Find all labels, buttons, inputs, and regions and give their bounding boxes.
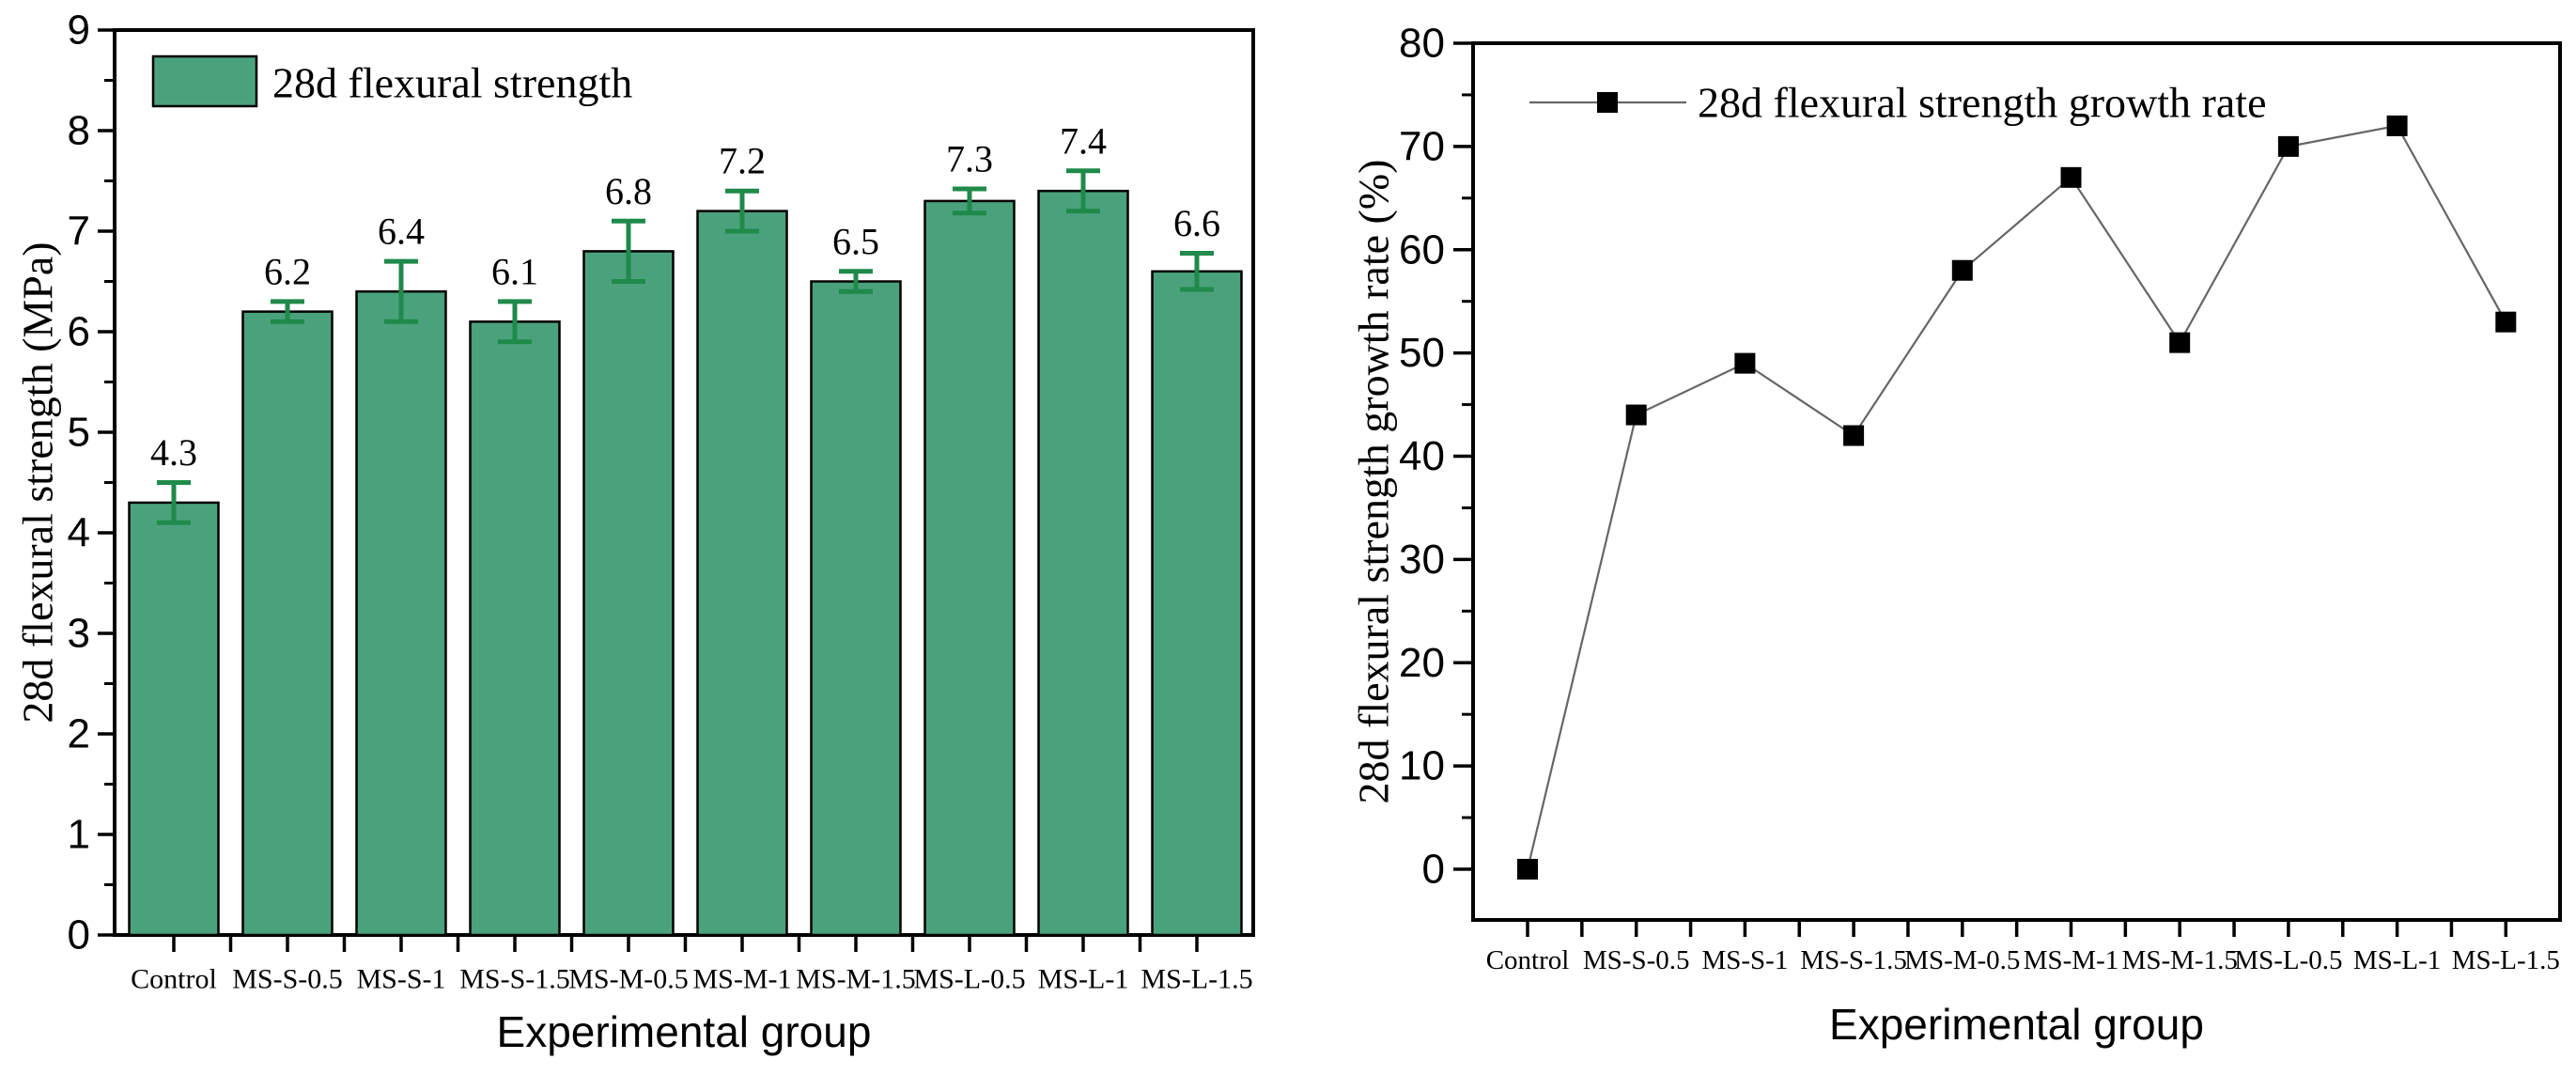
x-category-label: MS-L-1 bbox=[1038, 964, 1129, 995]
legend-swatch bbox=[151, 55, 258, 108]
y-tick-label: 20 bbox=[1399, 640, 1445, 686]
bar-value-label: 6.2 bbox=[264, 250, 311, 292]
line-plot-frame bbox=[1471, 41, 2562, 922]
data-point-Control bbox=[1517, 859, 1538, 880]
x-axis-title: Experimental group bbox=[497, 1007, 872, 1056]
bar-MS-S-1 bbox=[355, 289, 447, 937]
bar-value-label: 6.6 bbox=[1173, 202, 1220, 244]
data-point-MS-M-0.5 bbox=[1951, 259, 1973, 281]
data-point-MS-M-1.5 bbox=[2169, 332, 2191, 353]
x-category-label: MS-S-1 bbox=[1701, 945, 1788, 975]
x-category-label: MS-M-1 bbox=[692, 964, 791, 995]
x-category-label: MS-L-1.5 bbox=[2452, 945, 2560, 975]
bar-MS-M-1.5 bbox=[810, 280, 902, 937]
x-category-label: MS-L-1.5 bbox=[1141, 964, 1252, 995]
y-tick-label: 9 bbox=[68, 8, 90, 54]
bar-MS-S-1.5 bbox=[469, 320, 561, 937]
bar-value-label: 7.2 bbox=[719, 140, 766, 182]
x-category-label: MS-S-0.5 bbox=[232, 964, 343, 995]
x-category-label: MS-M-1.5 bbox=[796, 964, 916, 995]
bar-value-label: 6.1 bbox=[491, 250, 538, 292]
data-point-MS-L-1 bbox=[2386, 115, 2408, 136]
x-category-label: Control bbox=[1486, 945, 1570, 975]
data-point-MS-L-0.5 bbox=[2277, 135, 2299, 157]
bar-Control bbox=[128, 501, 220, 937]
y-tick-label: 1 bbox=[68, 812, 90, 858]
y-tick-label: 8 bbox=[68, 108, 90, 154]
y-axis-title: 28d flexural strength (MPa) bbox=[14, 241, 62, 723]
y-axis-title: 28d flexural strength growth rate (%) bbox=[1350, 160, 1398, 804]
legend-label: 28d flexural strength bbox=[272, 59, 632, 107]
y-tick-label: 80 bbox=[1399, 21, 1445, 67]
y-tick-label: 10 bbox=[1399, 743, 1445, 789]
x-category-label: MS-L-0.5 bbox=[913, 964, 1025, 995]
x-category-label: MS-M-0.5 bbox=[568, 964, 689, 995]
bar-MS-L-0.5 bbox=[923, 199, 1016, 937]
y-tick-label: 40 bbox=[1399, 433, 1445, 479]
y-tick-label: 50 bbox=[1399, 330, 1445, 376]
data-point-MS-M-1 bbox=[2060, 166, 2082, 188]
bar-MS-S-0.5 bbox=[241, 310, 334, 937]
bar-MS-L-1.5 bbox=[1151, 270, 1243, 937]
y-tick-label: 0 bbox=[68, 912, 90, 958]
y-tick-label: 0 bbox=[1422, 847, 1445, 893]
legend-label: 28d flexural strength growth rate bbox=[1698, 79, 2266, 127]
bar-MS-L-1 bbox=[1037, 189, 1129, 937]
y-tick-label: 6 bbox=[68, 309, 90, 355]
y-tick-label: 3 bbox=[68, 611, 90, 657]
data-point-MS-S-0.5 bbox=[1625, 404, 1647, 426]
y-tick-label: 5 bbox=[68, 410, 90, 456]
x-category-label: Control bbox=[131, 964, 217, 995]
y-tick-label: 70 bbox=[1399, 123, 1445, 169]
x-category-label: MS-S-1.5 bbox=[459, 964, 570, 995]
legend-marker bbox=[1597, 92, 1618, 113]
y-tick-label: 60 bbox=[1399, 226, 1445, 273]
bar-value-label: 4.3 bbox=[150, 431, 197, 474]
growth-rate-line bbox=[1526, 124, 2507, 870]
x-category-label: MS-L-1 bbox=[2353, 945, 2441, 975]
x-category-label: MS-S-1 bbox=[356, 964, 445, 995]
y-tick-label: 7 bbox=[68, 209, 90, 255]
x-category-label: MS-L-0.5 bbox=[2234, 945, 2342, 975]
bar-value-label: 7.4 bbox=[1060, 119, 1107, 162]
data-point-MS-S-1 bbox=[1734, 352, 1756, 374]
growth-rate-line-chart: 0 10 20 30 40 50 60 70 80 Control MS-S-0.5 MS-S-1 MS… bbox=[1350, 21, 2562, 1049]
bar-value-label: 6.4 bbox=[378, 210, 425, 253]
y-tick-label: 2 bbox=[68, 711, 90, 757]
x-category-label: MS-S-0.5 bbox=[1583, 945, 1690, 975]
bar-value-label: 6.8 bbox=[605, 170, 652, 212]
data-point-MS-L-1.5 bbox=[2495, 311, 2517, 333]
x-axis-title: Experimental group bbox=[1829, 1000, 2204, 1049]
y-tick-label: 30 bbox=[1399, 537, 1445, 583]
bar-MS-M-1 bbox=[696, 210, 788, 937]
bar-value-label: 6.5 bbox=[832, 220, 879, 262]
x-category-label: MS-S-1.5 bbox=[1800, 945, 1907, 975]
x-category-label: MS-M-1.5 bbox=[2122, 945, 2238, 975]
y-tick-label: 4 bbox=[68, 510, 90, 556]
bar-MS-M-0.5 bbox=[582, 250, 675, 937]
bar-value-label: 7.3 bbox=[946, 138, 993, 180]
x-category-label: MS-M-0.5 bbox=[1904, 945, 2020, 975]
flexural-strength-bar-chart: 0 1 2 3 4 5 6 7 8 9 4.3 Control 6.2 MS-S-0.5 6.4 MS-S-1… bbox=[14, 8, 1255, 1056]
x-category-label: MS-M-1 bbox=[2024, 945, 2119, 975]
data-point-MS-S-1.5 bbox=[1843, 425, 1865, 446]
